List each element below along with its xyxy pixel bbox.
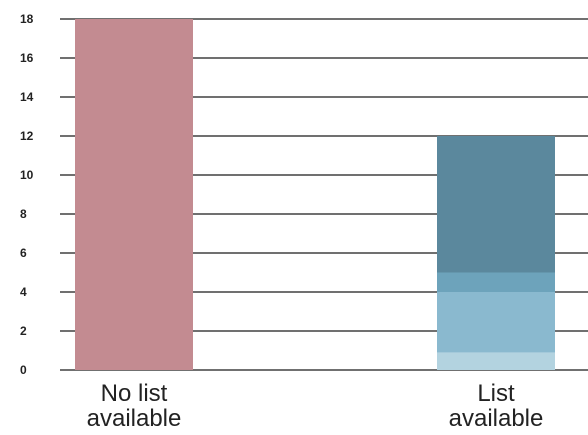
y-tick-label: 10 xyxy=(20,168,34,182)
y-tick-label: 16 xyxy=(20,51,34,65)
y-axis-tick-labels: 0 2 4 6 8 10 12 14 16 18 xyxy=(20,12,34,377)
y-tick-label: 4 xyxy=(20,285,27,299)
category-label: No list available xyxy=(87,380,182,432)
bar-segment-0-4 xyxy=(75,19,193,370)
x-axis-category-labels: No list available List available xyxy=(87,380,544,432)
bar-segment-1-3 xyxy=(437,136,555,273)
bars xyxy=(75,19,555,370)
y-tick-label: 2 xyxy=(20,324,27,338)
y-tick-label: 8 xyxy=(20,207,27,221)
category-label: List available xyxy=(449,380,544,432)
bar-segment-1-1 xyxy=(437,292,555,353)
y-tick-label: 12 xyxy=(20,129,34,143)
y-tick-label: 14 xyxy=(20,90,34,104)
bar-segment-1-0 xyxy=(437,352,555,370)
y-tick-label: 0 xyxy=(20,363,27,377)
y-tick-label: 18 xyxy=(20,12,34,26)
bar-segment-1-2 xyxy=(437,272,555,292)
y-tick-label: 6 xyxy=(20,246,27,260)
